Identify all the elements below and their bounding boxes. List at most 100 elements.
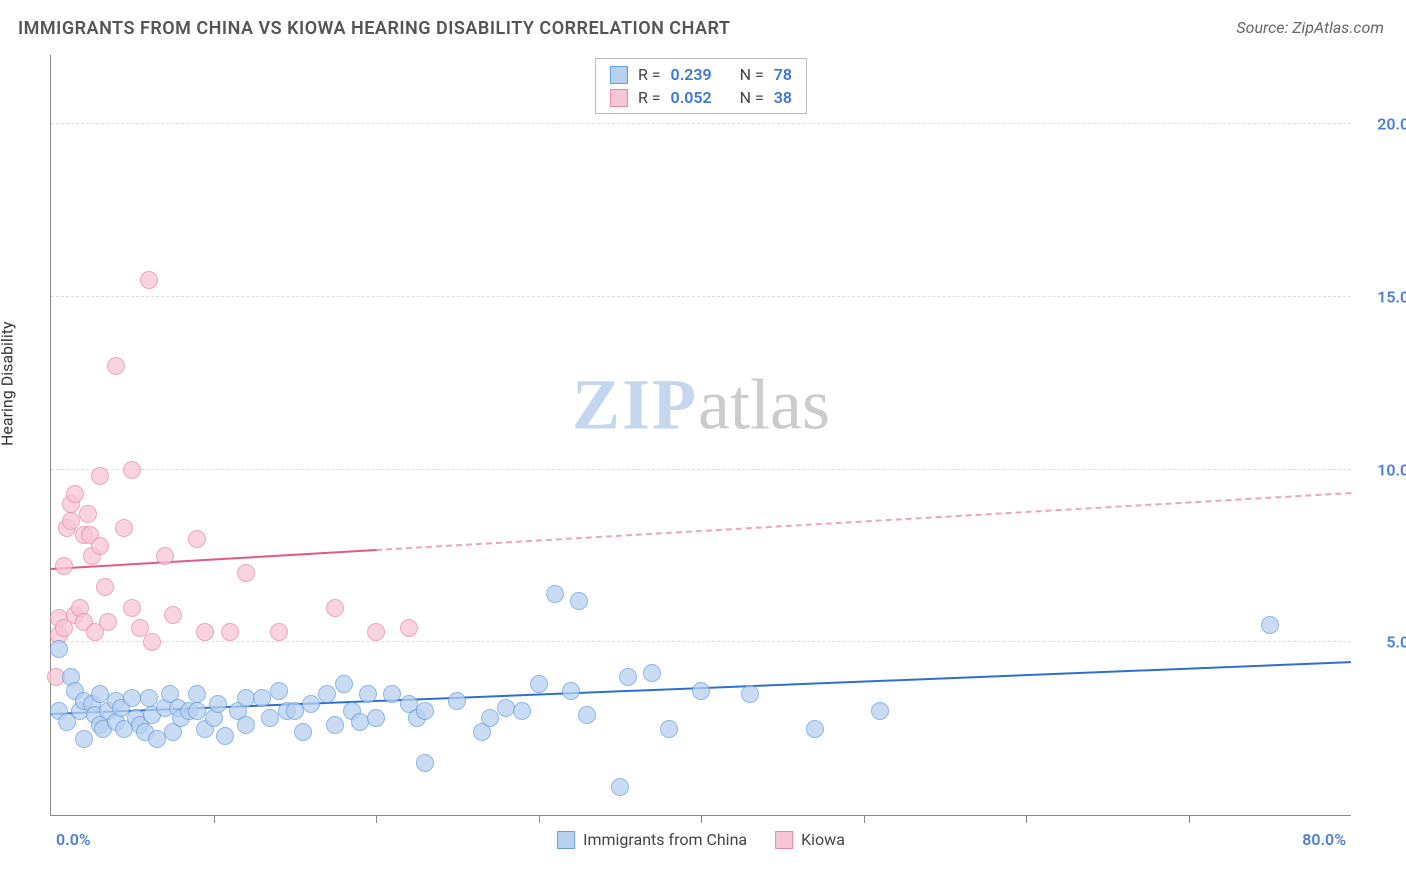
scatter-point-kiowa bbox=[270, 623, 288, 641]
scatter-point-china bbox=[188, 685, 206, 703]
legend-swatch-kiowa-icon bbox=[610, 89, 628, 107]
scatter-point-china bbox=[318, 685, 336, 703]
x-tick bbox=[214, 815, 215, 823]
x-tick bbox=[1189, 815, 1190, 823]
scatter-point-kiowa bbox=[143, 633, 161, 651]
x-tick bbox=[539, 815, 540, 823]
scatter-point-kiowa bbox=[140, 271, 158, 289]
scatter-point-kiowa bbox=[400, 619, 418, 637]
scatter-point-china bbox=[302, 695, 320, 713]
correlation-legend: R = 0.239 N = 78 R = 0.052 N = 38 bbox=[595, 58, 807, 114]
x-tick bbox=[864, 815, 865, 823]
y-tick-label: 10.0% bbox=[1356, 460, 1406, 479]
scatter-point-china bbox=[562, 682, 580, 700]
scatter-point-kiowa bbox=[91, 467, 109, 485]
scatter-point-china bbox=[326, 716, 344, 734]
series-legend: Immigrants from China Kiowa bbox=[557, 830, 845, 849]
scatter-point-china bbox=[448, 692, 466, 710]
scatter-point-china bbox=[359, 685, 377, 703]
y-axis-label: Hearing Disability bbox=[0, 321, 17, 446]
legend-swatch-china-icon bbox=[610, 66, 628, 84]
scatter-point-china bbox=[871, 702, 889, 720]
scatter-point-china bbox=[513, 702, 531, 720]
scatter-point-kiowa bbox=[91, 537, 109, 555]
scatter-point-kiowa bbox=[79, 505, 97, 523]
scatter-point-china bbox=[270, 682, 288, 700]
scatter-point-china bbox=[530, 675, 548, 693]
scatter-point-kiowa bbox=[55, 557, 73, 575]
y-tick-label: 20.0% bbox=[1356, 115, 1406, 134]
legend-swatch-china-icon bbox=[557, 831, 575, 849]
legend-item-kiowa: Kiowa bbox=[775, 830, 845, 849]
legend-r-value-kiowa: 0.052 bbox=[671, 88, 712, 107]
scatter-point-kiowa bbox=[66, 485, 84, 503]
legend-r-label: R = bbox=[638, 88, 661, 107]
scatter-point-kiowa bbox=[326, 599, 344, 617]
scatter-point-kiowa bbox=[188, 530, 206, 548]
legend-n-value-kiowa: 38 bbox=[774, 88, 792, 107]
scatter-point-china bbox=[1261, 616, 1279, 634]
scatter-point-china bbox=[643, 664, 661, 682]
gridline bbox=[51, 123, 1351, 124]
legend-r-label: R = bbox=[638, 65, 661, 84]
scatter-point-kiowa bbox=[196, 623, 214, 641]
gridline bbox=[51, 469, 1351, 470]
scatter-point-kiowa bbox=[123, 599, 141, 617]
trend-line-dashed bbox=[376, 492, 1351, 551]
x-axis-max-label: 80.0% bbox=[1302, 830, 1346, 849]
x-tick bbox=[376, 815, 377, 823]
gridline bbox=[51, 641, 1351, 642]
scatter-point-china bbox=[497, 699, 515, 717]
scatter-point-china bbox=[335, 675, 353, 693]
y-tick-label: 5.0% bbox=[1356, 633, 1406, 652]
scatter-point-china bbox=[416, 754, 434, 772]
scatter-point-china bbox=[209, 695, 227, 713]
x-tick bbox=[701, 815, 702, 823]
legend-item-china: Immigrants from China bbox=[557, 830, 747, 849]
scatter-point-china bbox=[216, 727, 234, 745]
scatter-point-kiowa bbox=[107, 357, 125, 375]
legend-n-label: N = bbox=[740, 88, 764, 107]
scatter-point-kiowa bbox=[221, 623, 239, 641]
scatter-point-china bbox=[237, 716, 255, 734]
watermark-atlas: atlas bbox=[698, 364, 830, 444]
scatter-point-china bbox=[383, 685, 401, 703]
scatter-point-china bbox=[351, 713, 369, 731]
scatter-point-kiowa bbox=[164, 606, 182, 624]
x-tick bbox=[1026, 815, 1027, 823]
scatter-point-china bbox=[806, 720, 824, 738]
legend-swatch-kiowa-icon bbox=[775, 831, 793, 849]
scatter-point-kiowa bbox=[156, 547, 174, 565]
watermark-zip: ZIP bbox=[572, 364, 698, 444]
chart-title: IMMIGRANTS FROM CHINA VS KIOWA HEARING D… bbox=[18, 18, 730, 39]
scatter-point-kiowa bbox=[96, 578, 114, 596]
legend-r-value-china: 0.239 bbox=[671, 65, 712, 84]
scatter-point-china bbox=[294, 723, 312, 741]
source-attribution: Source: ZipAtlas.com bbox=[1236, 18, 1384, 37]
gridline bbox=[51, 296, 1351, 297]
legend-row-kiowa: R = 0.052 N = 38 bbox=[596, 86, 806, 109]
plot-area: ZIPatlas R = 0.239 N = 78 R = 0.052 N = … bbox=[50, 55, 1351, 816]
legend-n-label: N = bbox=[740, 65, 764, 84]
scatter-point-kiowa bbox=[367, 623, 385, 641]
scatter-point-china bbox=[50, 640, 68, 658]
scatter-point-china bbox=[481, 709, 499, 727]
scatter-point-china bbox=[140, 689, 158, 707]
legend-n-value-china: 78 bbox=[774, 65, 792, 84]
x-axis-min-label: 0.0% bbox=[56, 830, 91, 849]
scatter-point-china bbox=[578, 706, 596, 724]
scatter-point-china bbox=[416, 702, 434, 720]
scatter-point-china bbox=[367, 709, 385, 727]
y-tick-label: 15.0% bbox=[1356, 287, 1406, 306]
watermark: ZIPatlas bbox=[572, 363, 830, 446]
legend-row-china: R = 0.239 N = 78 bbox=[596, 63, 806, 86]
scatter-point-china bbox=[692, 682, 710, 700]
scatter-point-china bbox=[660, 720, 678, 738]
scatter-point-kiowa bbox=[123, 461, 141, 479]
scatter-point-kiowa bbox=[99, 613, 117, 631]
scatter-point-kiowa bbox=[115, 519, 133, 537]
legend-label-china: Immigrants from China bbox=[583, 830, 747, 849]
scatter-point-china bbox=[619, 668, 637, 686]
scatter-point-china bbox=[570, 592, 588, 610]
scatter-point-kiowa bbox=[237, 564, 255, 582]
